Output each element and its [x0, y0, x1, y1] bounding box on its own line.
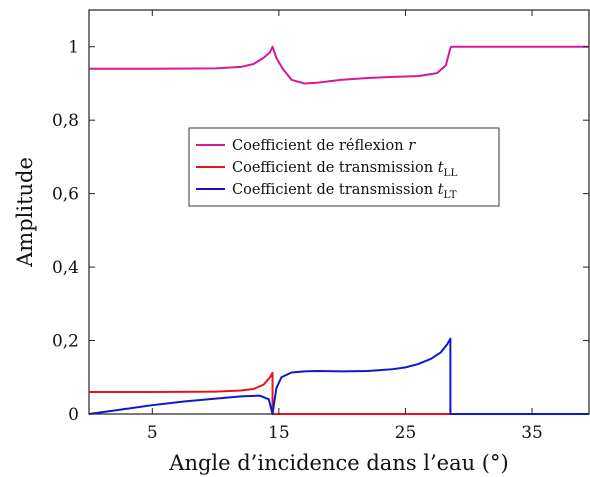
legend-entry: Coefficient de réflexion r [232, 138, 416, 154]
legend-box [188, 127, 500, 207]
y-axis-title: Amplitude [13, 157, 37, 268]
y-tick-label: 0,2 [52, 332, 79, 352]
y-tick-label: 1 [68, 38, 79, 58]
x-axis-title: Angle d’incidence dans l’eau (°) [168, 451, 508, 475]
legend: Coefficient de réflexion r Coefficient de… [188, 127, 500, 207]
x-tick-label: 25 [395, 423, 417, 443]
x-tick-label: 5 [147, 423, 158, 443]
y-tick-label: 0 [68, 405, 79, 425]
series-line-0 [89, 45, 589, 85]
y-tick-label: 0,4 [52, 258, 79, 278]
y-tick-label: 0,6 [52, 185, 79, 205]
x-tick-label: 15 [268, 423, 290, 443]
series-line-1 [89, 371, 589, 415]
series-line-2 [88, 337, 589, 415]
plot-frame [88, 9, 590, 415]
x-tick-label: 35 [521, 423, 543, 443]
y-tick-label: 0,8 [52, 111, 79, 131]
plot-area [88, 9, 590, 415]
series-layer [88, 45, 589, 415]
legend-entry: Coefficient de transmission tLT [232, 182, 457, 201]
tick-layer: 5 15 25 35 0 0,2 0,4 0,6 0,8 1 [52, 10, 589, 443]
legend-entry: Coefficient de transmission tLL [232, 160, 458, 179]
